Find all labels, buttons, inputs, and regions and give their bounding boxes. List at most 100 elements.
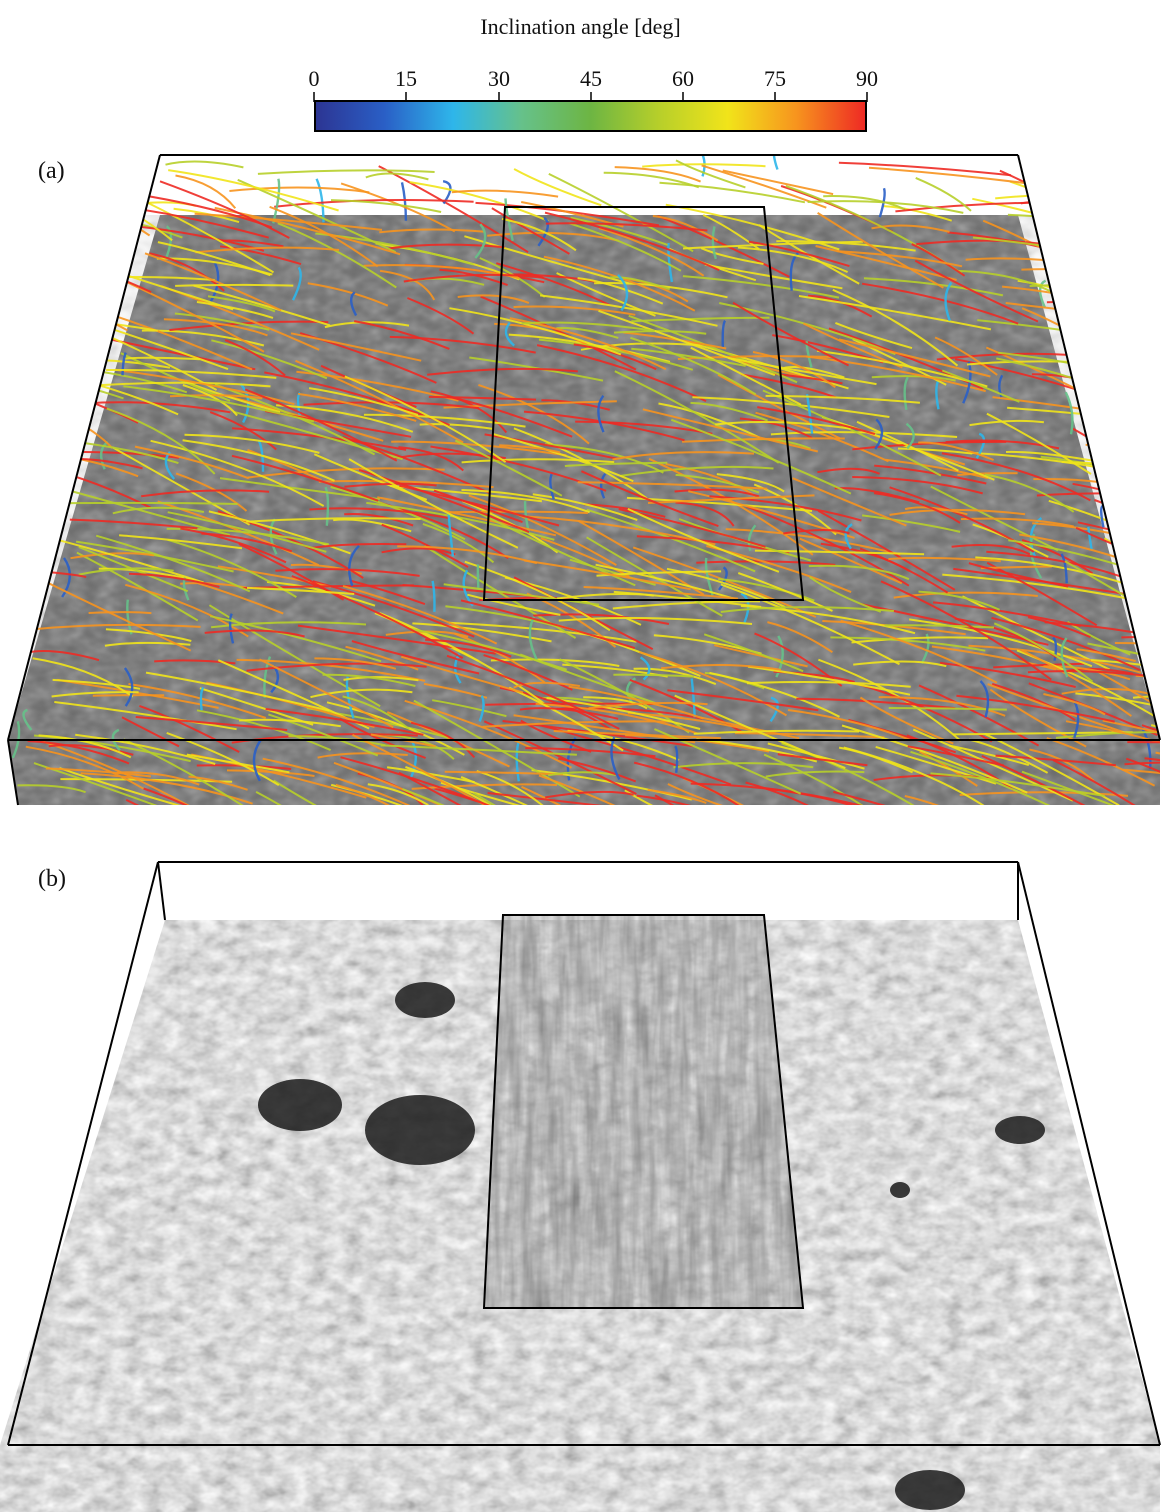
field-line — [697, 155, 706, 177]
field-line — [303, 401, 480, 410]
field-line — [159, 180, 290, 239]
colorbar-tick-75: 75 — [764, 66, 786, 91]
field-line — [690, 346, 802, 406]
field-line — [570, 216, 668, 246]
field-line — [720, 583, 900, 666]
field-line — [276, 404, 414, 433]
field-line — [588, 701, 708, 710]
field-line — [141, 489, 270, 498]
field-line — [805, 355, 986, 393]
field-line — [265, 708, 424, 736]
field-line — [692, 396, 890, 418]
field-line — [577, 481, 768, 490]
field-line — [871, 224, 950, 233]
field-line — [952, 731, 1133, 736]
field-line — [1021, 770, 1160, 805]
field-line — [880, 580, 1052, 681]
field-line — [888, 556, 1001, 563]
field-line — [912, 728, 1074, 802]
field-line — [995, 754, 1117, 767]
field-line — [746, 505, 910, 587]
field-line — [291, 266, 302, 301]
field-line — [431, 580, 436, 612]
field-line — [748, 240, 850, 268]
field-line — [15, 520, 25, 555]
field-line — [182, 384, 238, 417]
field-line — [342, 585, 498, 645]
field-line — [915, 176, 972, 212]
field-line — [725, 528, 901, 556]
field-line — [314, 657, 397, 670]
field-line — [545, 222, 708, 232]
field-line — [344, 513, 414, 527]
field-line — [387, 243, 505, 250]
field-line — [918, 684, 1040, 747]
field-line — [123, 385, 315, 423]
field-line — [125, 583, 249, 638]
field-line — [167, 511, 327, 553]
field-line — [564, 461, 668, 467]
field-line — [410, 627, 568, 671]
field-line — [513, 305, 636, 316]
field-line — [196, 301, 274, 319]
field-line — [1155, 464, 1160, 511]
panel-a-box-frame — [7, 154, 1161, 806]
field-line — [761, 786, 901, 805]
field-line — [815, 245, 957, 281]
field-line — [1020, 195, 1132, 205]
field-line — [642, 408, 819, 453]
field-line — [701, 164, 827, 209]
field-line — [345, 645, 419, 671]
field-line — [948, 744, 1030, 767]
field-line — [599, 473, 607, 499]
field-line — [273, 779, 385, 805]
field-line — [106, 368, 277, 379]
field-line — [464, 235, 630, 285]
field-line — [99, 440, 109, 470]
field-line — [920, 633, 930, 664]
field-line — [895, 201, 1075, 213]
field-line — [535, 702, 699, 735]
field-line — [433, 489, 523, 524]
field-line — [343, 676, 419, 682]
field-line — [918, 590, 1001, 611]
field-line — [125, 798, 192, 805]
field-line — [631, 316, 770, 323]
field-line — [754, 632, 843, 687]
field-line — [198, 582, 284, 615]
field-line — [904, 795, 996, 805]
field-line — [1085, 239, 1160, 281]
field-line — [642, 163, 766, 168]
field-line — [344, 482, 437, 488]
field-line — [772, 155, 785, 170]
colorbar-title: Inclination angle [deg] — [480, 14, 681, 39]
field-line — [1021, 539, 1094, 575]
field-line — [832, 288, 959, 367]
field-line — [480, 295, 637, 371]
field-line — [236, 658, 426, 682]
field-line — [1052, 174, 1155, 206]
field-line — [715, 421, 851, 430]
field-line — [538, 774, 716, 805]
field-line — [104, 641, 191, 647]
field-line — [873, 492, 961, 524]
field-line — [959, 791, 1129, 797]
field-line — [1128, 432, 1136, 462]
field-line — [747, 665, 911, 696]
colorbar-tick-30: 30 — [488, 66, 510, 91]
field-line — [88, 611, 152, 615]
field-line — [10, 177, 136, 222]
field-line — [123, 667, 134, 707]
field-line — [164, 225, 173, 259]
field-line — [675, 501, 735, 527]
field-line — [623, 331, 727, 350]
field-line — [1111, 460, 1160, 503]
field-line — [960, 517, 1074, 528]
field-line — [1136, 277, 1160, 314]
field-line — [777, 753, 868, 767]
field-line — [817, 509, 956, 591]
field-line — [888, 707, 1007, 711]
field-line — [986, 412, 1092, 475]
field-line — [1106, 272, 1160, 309]
field-line — [1065, 720, 1160, 758]
